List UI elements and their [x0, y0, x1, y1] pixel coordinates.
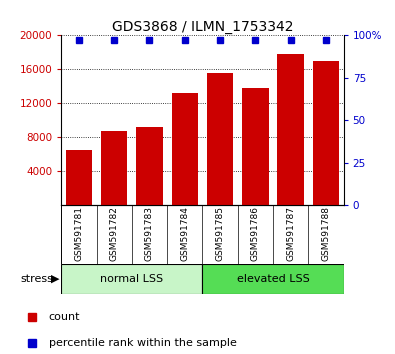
- Text: GSM591784: GSM591784: [180, 206, 189, 261]
- Text: GSM591783: GSM591783: [145, 206, 154, 261]
- Text: count: count: [49, 312, 80, 322]
- Bar: [207, 73, 233, 205]
- Text: GSM591782: GSM591782: [110, 206, 118, 261]
- Text: elevated LSS: elevated LSS: [237, 274, 309, 284]
- Text: ▶: ▶: [51, 274, 59, 284]
- Bar: [61, 264, 202, 294]
- Bar: [277, 54, 304, 205]
- Title: GDS3868 / ILMN_1753342: GDS3868 / ILMN_1753342: [112, 21, 293, 34]
- Text: GSM591781: GSM591781: [74, 206, 83, 261]
- Bar: [66, 150, 92, 205]
- Bar: [202, 264, 344, 294]
- Text: GSM591788: GSM591788: [322, 206, 331, 261]
- Text: percentile rank within the sample: percentile rank within the sample: [49, 338, 236, 348]
- Bar: [101, 131, 128, 205]
- Text: stress: stress: [21, 274, 53, 284]
- Bar: [313, 61, 339, 205]
- Bar: [242, 88, 269, 205]
- Text: GSM591787: GSM591787: [286, 206, 295, 261]
- Text: GSM591785: GSM591785: [216, 206, 225, 261]
- Text: GSM591786: GSM591786: [251, 206, 260, 261]
- Bar: [136, 127, 163, 205]
- Bar: [171, 93, 198, 205]
- Text: normal LSS: normal LSS: [100, 274, 164, 284]
